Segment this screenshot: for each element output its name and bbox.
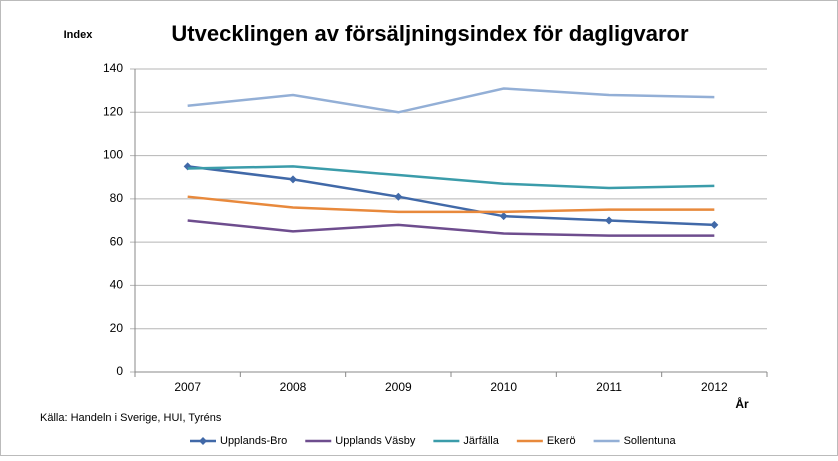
x-tick-label: 2011: [596, 380, 622, 394]
source-note: Källa: Handeln i Sverige, HUI, Tyréns: [40, 412, 222, 424]
x-tick-label: 2010: [490, 380, 517, 394]
legend-marker: [199, 437, 207, 445]
legend-label: Järfälla: [463, 435, 499, 447]
series-marker: [394, 192, 403, 201]
legend-label: Upplands-Bro: [220, 435, 287, 447]
series-line: [187, 195, 715, 214]
legend-label: Upplands Väsby: [335, 435, 416, 447]
y-tick-label: 0: [116, 364, 123, 378]
x-axis-label: År: [735, 396, 749, 411]
y-tick-label: 80: [110, 191, 124, 205]
series-marker: [499, 212, 508, 221]
legend-label: Ekerö: [547, 435, 576, 447]
series-line: [187, 165, 715, 227]
y-axis-label: Index: [64, 29, 94, 41]
x-tick-label: 2008: [280, 380, 307, 394]
y-tick-label: 140: [103, 61, 123, 75]
legend-label: Sollentuna: [624, 435, 677, 447]
y-tick-label: 60: [110, 234, 124, 248]
x-tick-label: 2012: [701, 380, 728, 394]
series-line: [187, 87, 715, 114]
y-tick-label: 120: [103, 104, 123, 118]
series-marker: [289, 175, 297, 184]
series-line: [187, 219, 715, 237]
series-marker: [605, 216, 613, 225]
series-marker: [710, 220, 719, 229]
y-tick-label: 100: [103, 148, 123, 162]
y-tick-label: 40: [110, 278, 124, 292]
x-tick-label: 2007: [174, 380, 201, 394]
chart-title: Utvecklingen av försäljningsindex för da…: [171, 21, 689, 46]
x-tick-label: 2009: [385, 380, 412, 394]
series-line: [187, 165, 715, 190]
y-tick-label: 20: [110, 321, 124, 335]
